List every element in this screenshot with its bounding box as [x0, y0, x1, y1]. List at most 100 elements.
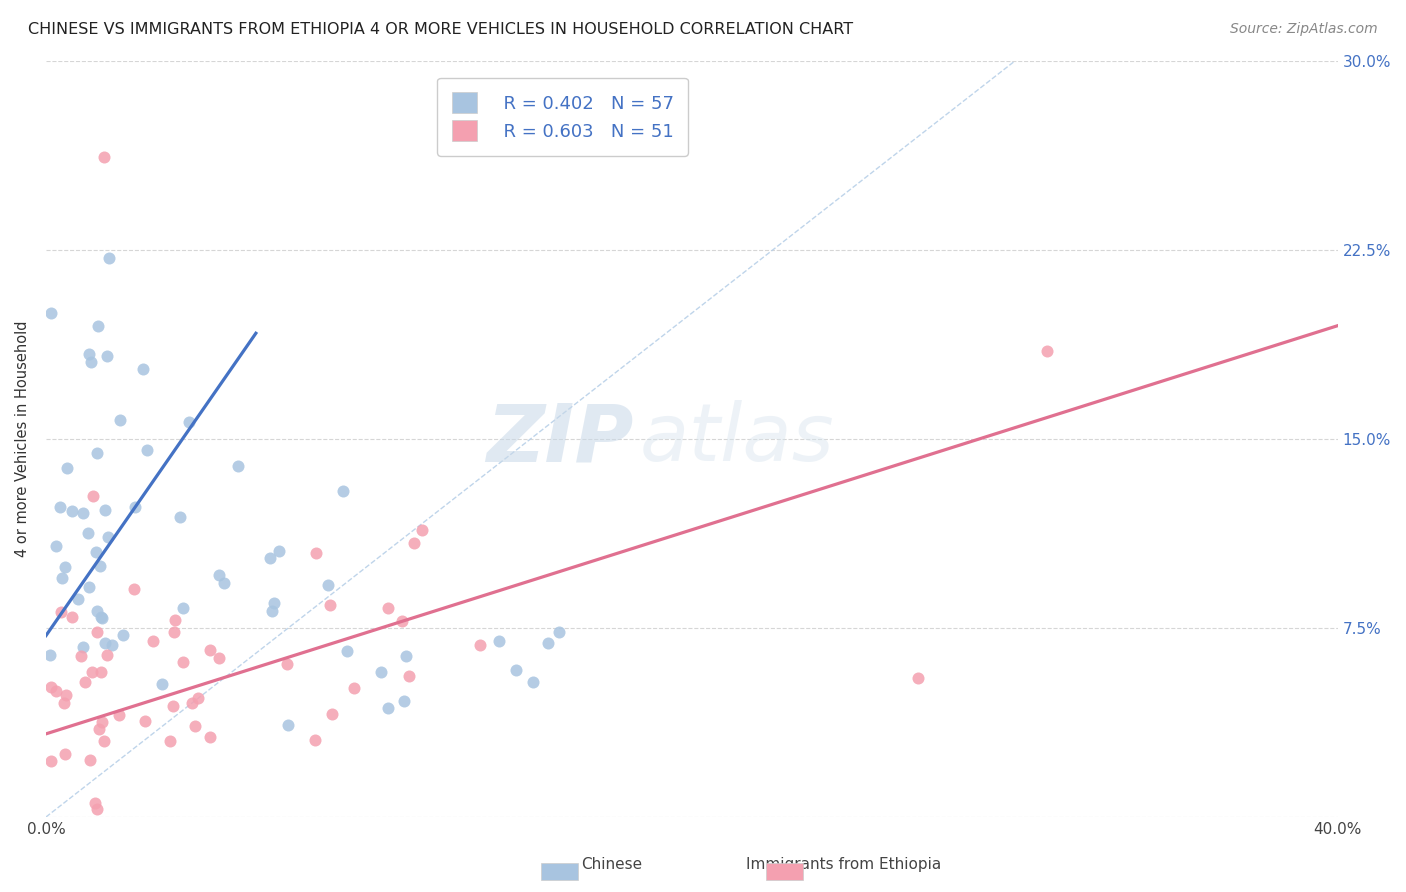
Point — [41, 680, 63, 694]
Point — [150, 677, 173, 691]
Point — [45, 539, 67, 553]
Point — [72, 640, 94, 655]
Point — [51, 571, 73, 585]
Point — [90, 610, 112, 624]
Point — [402, 536, 425, 550]
Point — [112, 628, 135, 642]
Point — [159, 734, 181, 748]
Point — [101, 638, 124, 652]
Point — [122, 582, 145, 596]
Point — [49, 605, 72, 619]
Point — [96, 648, 118, 663]
Point — [79, 753, 101, 767]
Point — [97, 530, 120, 544]
Point — [319, 598, 342, 612]
Point — [163, 613, 186, 627]
Point — [181, 696, 204, 710]
Point — [93, 636, 115, 650]
Point — [391, 614, 413, 628]
Point — [377, 600, 399, 615]
Text: ZIP: ZIP — [486, 401, 634, 478]
Point — [62, 610, 84, 624]
Point — [93, 734, 115, 748]
Point — [93, 150, 115, 164]
Point — [86, 604, 108, 618]
Point — [76, 526, 98, 541]
Point — [163, 624, 186, 639]
Point — [89, 558, 111, 573]
Point — [124, 500, 146, 514]
Text: Immigrants from Ethiopia: Immigrants from Ethiopia — [747, 857, 941, 872]
Point — [505, 663, 527, 677]
Point — [468, 638, 491, 652]
Point — [45, 684, 67, 698]
Point — [87, 318, 110, 333]
Point — [343, 681, 366, 696]
Point — [86, 625, 108, 640]
Point — [198, 730, 221, 744]
Point — [277, 718, 299, 732]
Point — [318, 577, 340, 591]
Point — [89, 722, 111, 736]
Point — [60, 504, 83, 518]
Point — [91, 611, 114, 625]
Point — [96, 349, 118, 363]
Point — [1036, 343, 1059, 358]
Point — [392, 694, 415, 708]
Point — [162, 699, 184, 714]
Point — [267, 544, 290, 558]
Point — [41, 754, 63, 768]
Point — [321, 707, 343, 722]
Point — [305, 546, 328, 560]
Point — [200, 642, 222, 657]
Point — [70, 649, 93, 664]
Point — [84, 796, 107, 810]
Point — [169, 510, 191, 524]
Point — [110, 413, 132, 427]
Legend:   R = 0.402   N = 57,   R = 0.603   N = 51: R = 0.402 N = 57, R = 0.603 N = 51 — [437, 78, 688, 155]
Point — [377, 701, 399, 715]
Point — [86, 802, 108, 816]
Text: Source: ZipAtlas.com: Source: ZipAtlas.com — [1230, 22, 1378, 37]
Point — [67, 591, 90, 606]
Point — [38, 648, 60, 662]
Point — [395, 649, 418, 664]
Point — [208, 650, 231, 665]
Point — [548, 625, 571, 640]
Point — [53, 747, 76, 761]
Point — [226, 458, 249, 473]
Point — [77, 580, 100, 594]
Point — [136, 442, 159, 457]
Point — [53, 560, 76, 574]
Point — [179, 415, 201, 429]
Point — [52, 696, 75, 710]
Point — [80, 354, 103, 368]
Point — [370, 665, 392, 679]
Text: atlas: atlas — [640, 401, 835, 478]
Point — [304, 733, 326, 747]
Point — [212, 576, 235, 591]
Point — [907, 672, 929, 686]
Point — [108, 708, 131, 723]
Point — [336, 644, 359, 658]
Point — [262, 604, 284, 618]
Point — [55, 461, 77, 475]
Point — [172, 656, 194, 670]
Point — [276, 657, 298, 671]
Point — [488, 633, 510, 648]
Point — [142, 634, 165, 648]
Text: Chinese: Chinese — [581, 857, 643, 872]
Point — [208, 568, 231, 582]
Point — [55, 688, 77, 702]
Point — [90, 714, 112, 729]
Point — [77, 347, 100, 361]
Point — [82, 489, 104, 503]
Y-axis label: 4 or more Vehicles in Household: 4 or more Vehicles in Household — [15, 321, 30, 558]
Point — [94, 503, 117, 517]
Point — [332, 483, 354, 498]
Point — [39, 306, 62, 320]
Text: CHINESE VS IMMIGRANTS FROM ETHIOPIA 4 OR MORE VEHICLES IN HOUSEHOLD CORRELATION : CHINESE VS IMMIGRANTS FROM ETHIOPIA 4 OR… — [28, 22, 853, 37]
Point — [411, 523, 433, 537]
Point — [80, 665, 103, 679]
Point — [522, 675, 544, 690]
